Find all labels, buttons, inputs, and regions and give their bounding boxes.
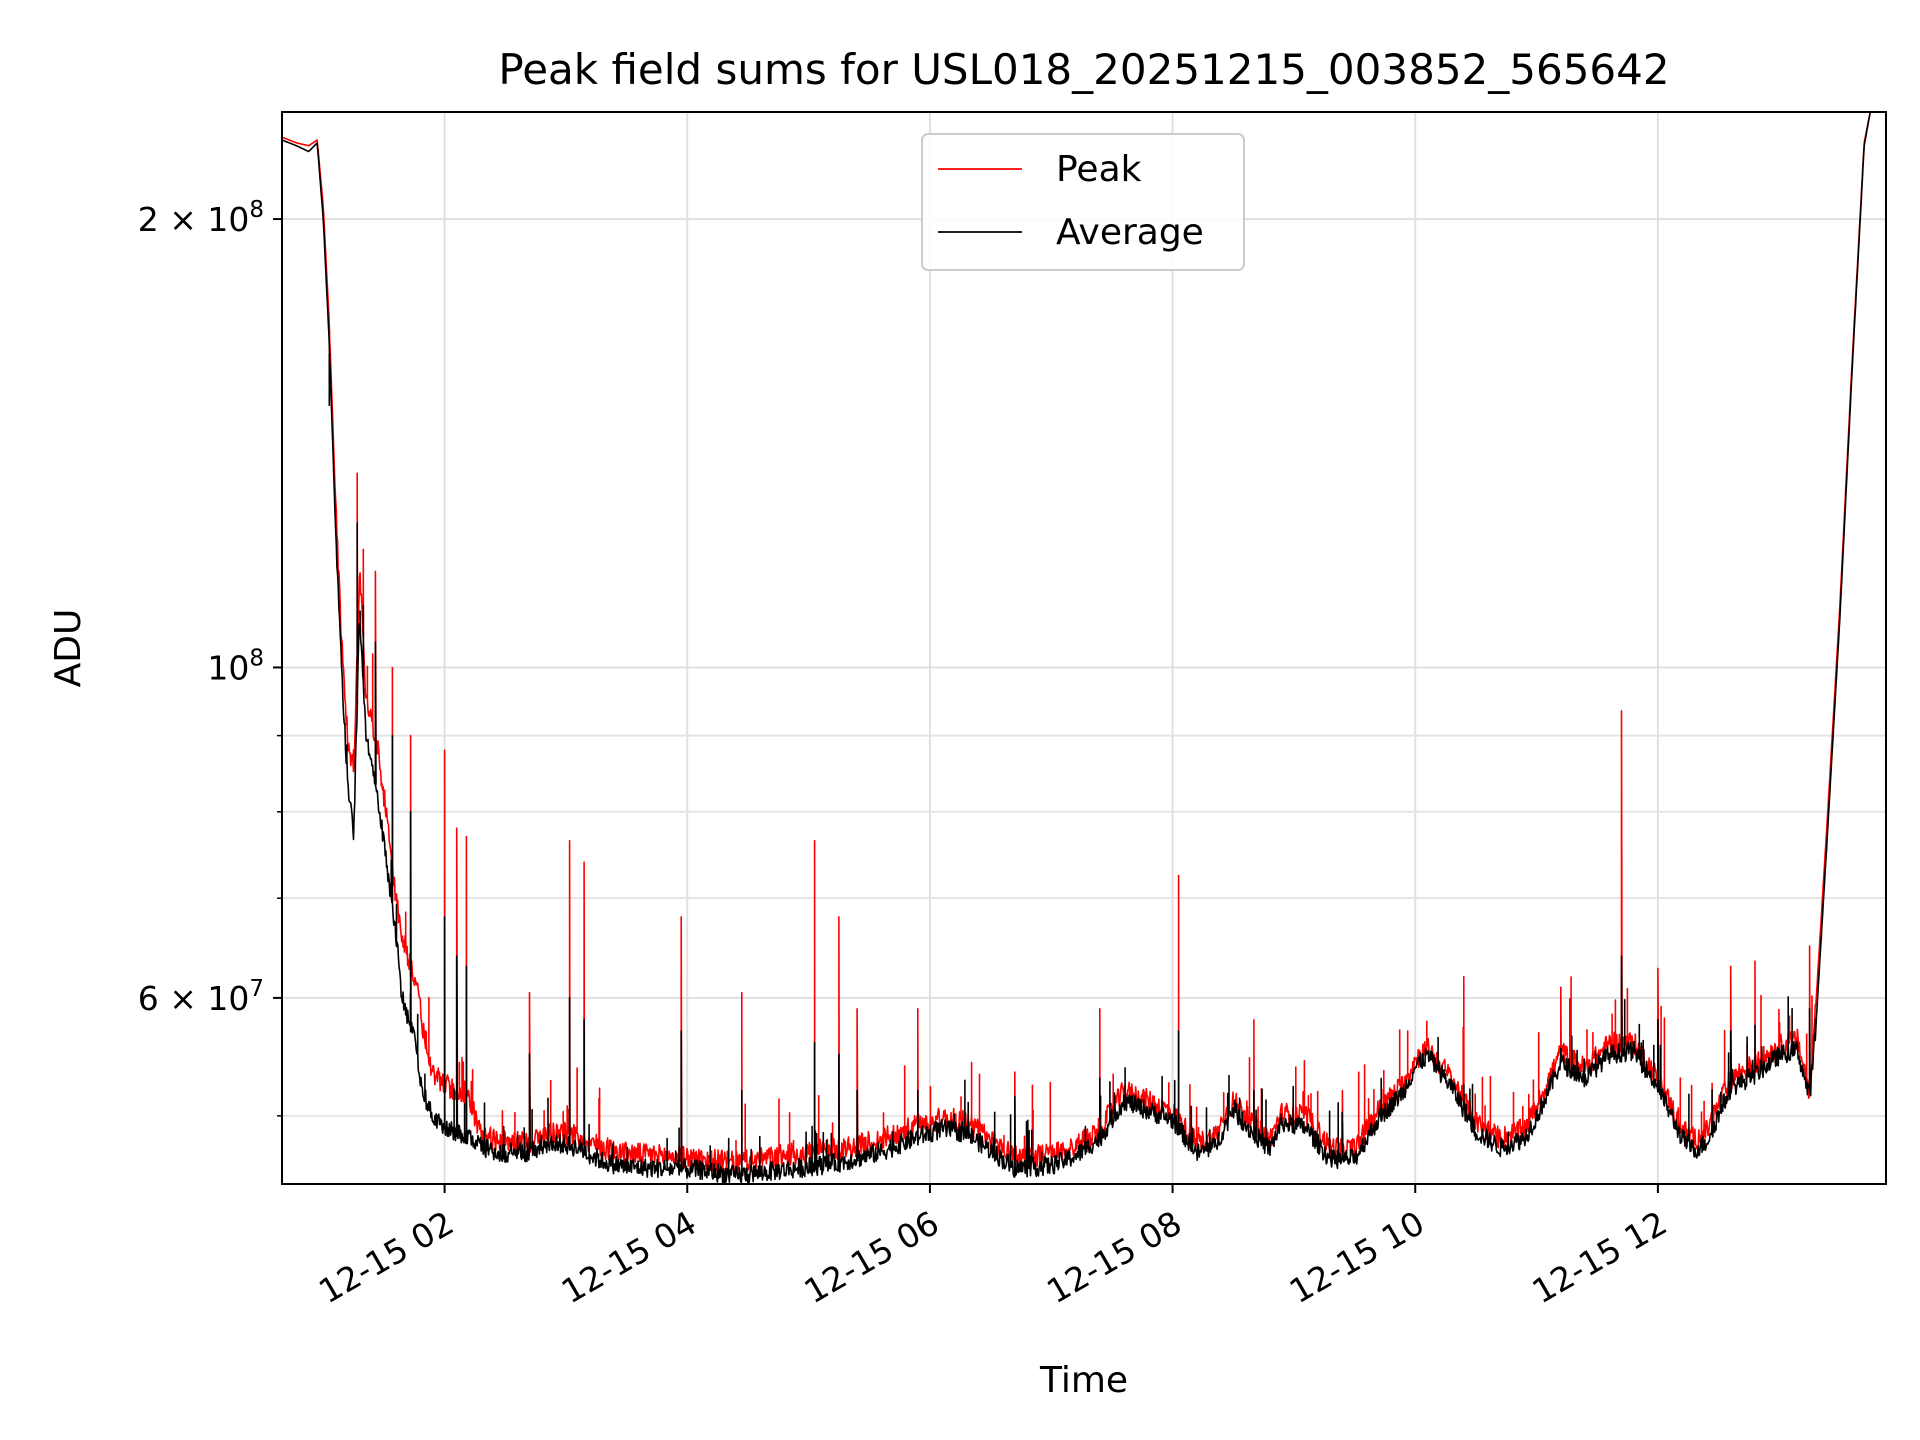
y-tick-label: 6 × 107 <box>138 976 264 1018</box>
plot-area <box>282 112 1871 1184</box>
axes-frame <box>281 111 1887 1185</box>
series-layer <box>282 112 1871 1184</box>
legend-box <box>921 133 1245 271</box>
legend-label: Peak <box>1056 149 1142 190</box>
y-tick-label: 2 × 108 <box>138 197 264 239</box>
grid <box>282 112 1886 1184</box>
legend: Peak Average <box>921 133 1245 271</box>
legend-label: Average <box>1056 212 1204 253</box>
y-axis-label: ADU <box>48 609 89 688</box>
y-axis: 2 × 108 108 6 × 107 <box>138 197 282 1117</box>
series-line-average <box>282 112 1871 1184</box>
chart-title: Peak field sums for USL018_20251215_0038… <box>498 45 1669 94</box>
y-tick-label: 108 <box>207 645 264 687</box>
x-axis-label: Time <box>1039 1360 1128 1401</box>
